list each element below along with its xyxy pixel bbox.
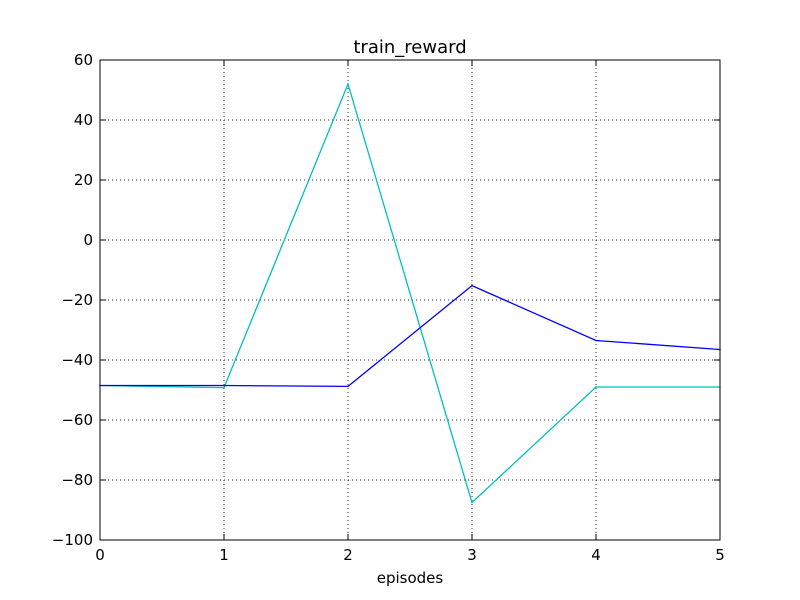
y-tick-label: −20 xyxy=(61,291,93,309)
series-1-point xyxy=(471,501,473,504)
x-tick-label: 1 xyxy=(219,546,229,564)
chart-title: train_reward xyxy=(353,37,466,58)
x-tick-label: 0 xyxy=(95,546,105,564)
grid-layer xyxy=(99,59,721,541)
x-tick-label: 5 xyxy=(715,546,725,564)
tick-layer xyxy=(99,59,721,541)
series-1-point xyxy=(595,386,597,388)
series-1-point xyxy=(347,83,349,85)
series-line-2 xyxy=(100,284,721,388)
y-tick-label: 60 xyxy=(74,51,93,69)
series-line-1 xyxy=(99,82,720,504)
series-1-point xyxy=(223,386,225,389)
y-tick-label: 40 xyxy=(74,111,93,129)
y-tick-label: −100 xyxy=(52,531,93,549)
x-axis-label: episodes xyxy=(377,569,444,587)
series-2-point xyxy=(471,284,473,287)
y-tick-label: −40 xyxy=(61,351,93,369)
y-tick-label: 20 xyxy=(74,171,93,189)
series-layer xyxy=(99,82,721,504)
y-tick-label: −60 xyxy=(61,411,93,429)
x-tick-label: 3 xyxy=(467,546,477,564)
y-tick-label: −80 xyxy=(61,471,93,489)
y-tick-label: 0 xyxy=(83,231,93,249)
series-2-point xyxy=(595,339,597,342)
x-tick-label: 4 xyxy=(591,546,601,564)
series-2-point xyxy=(223,384,225,387)
series-2-point xyxy=(347,385,349,388)
label-layer: 0 1 2 3 4 5 60 40 20 0 −20 −40 −60 −80 −100 xyxy=(52,51,725,564)
x-tick-label: 2 xyxy=(343,546,353,564)
